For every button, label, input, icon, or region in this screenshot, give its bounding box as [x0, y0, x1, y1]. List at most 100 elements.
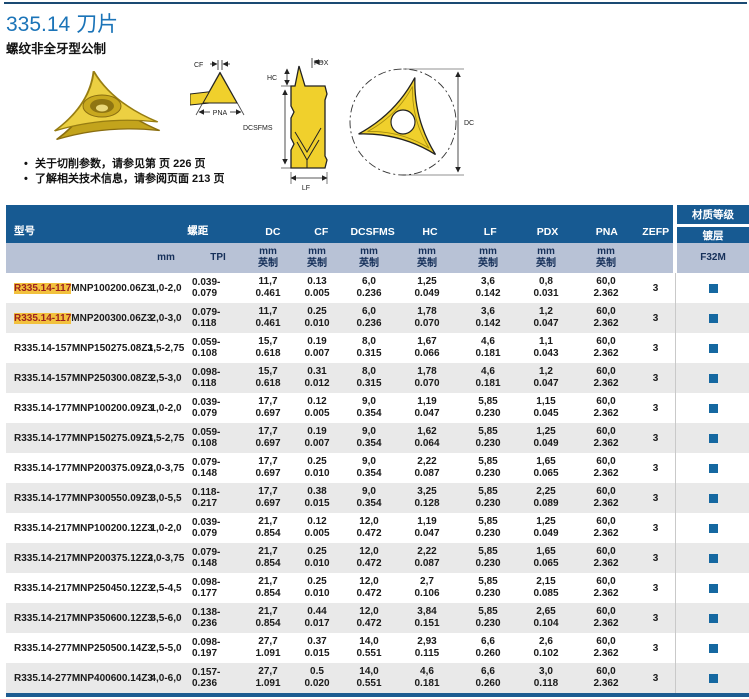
value-inch: 0.230 — [475, 468, 501, 479]
lf-cell: 5,85 0.230 — [458, 603, 518, 633]
model-prefix: R335.14-277 — [14, 642, 72, 654]
table-units-row: mm TPI mm 英制 mm 英制 mm 英制 mm 英制 mm 英制 mm 英制 mm 英… — [6, 243, 749, 273]
pdx-cell: 1,25 0.049 — [518, 423, 574, 453]
cf-cell: 0.44 0.017 — [292, 603, 342, 633]
model-suffix: MNP400600.14Z3 — [71, 672, 153, 684]
unit-empty-zefp — [638, 243, 673, 273]
pitch-tpi-cell: 0.079-0.148 — [192, 547, 221, 569]
pitch-mm-cell: 4,0-6,0 — [150, 672, 182, 684]
pna-cell: 60,0 2.362 — [574, 573, 638, 603]
value-mm: 3,25 — [417, 486, 437, 497]
value-inch: 0.007 — [304, 438, 330, 449]
value-mm: 60,0 — [596, 516, 616, 527]
value-mm: 3,84 — [417, 606, 437, 617]
model-prefix: R335.14-177 — [14, 492, 72, 504]
pdx-cell: 1,2 0.047 — [518, 363, 574, 393]
value-mm: 12,0 — [359, 516, 379, 527]
cf-cell: 0.13 0.005 — [292, 273, 342, 303]
cf-cell: 0.25 0.010 — [292, 453, 342, 483]
value-inch: 2.362 — [593, 618, 619, 629]
value-mm: 14,0 — [359, 636, 379, 647]
pna-cell: 60,0 2.362 — [574, 483, 638, 513]
value-inch: 0.104 — [533, 618, 559, 629]
pna-cell: 60,0 2.362 — [574, 513, 638, 543]
zefp-cell: 3 — [652, 492, 659, 504]
zefp-cell: 3 — [652, 582, 659, 594]
pdx-cell: 2,6 0.102 — [518, 633, 574, 663]
value-inch: 0.010 — [304, 318, 330, 329]
dcsfms-cell: 8,0 0.315 — [342, 363, 396, 393]
hc-cell: 2,22 0.087 — [396, 453, 458, 483]
pitch-tpi-cell: 0.039-0.079 — [192, 517, 221, 539]
table-row: R335.14-117 MNP200300.06Z3 2,0-3,0 0.079-0.… — [6, 303, 749, 333]
value-inch: 0.230 — [475, 498, 501, 509]
table-row: R335.14-157 MNP150275.08Z3 1,5-2,75 0.059-0… — [6, 333, 749, 363]
value-mm: 21,7 — [258, 576, 278, 587]
value-inch: 0.010 — [304, 468, 330, 479]
grade-square — [708, 463, 718, 473]
value-inch: 2.362 — [593, 408, 619, 419]
value-inch: 0.045 — [533, 408, 559, 419]
pdx-cell: 2,65 0.104 — [518, 603, 574, 633]
value-inch: 0.230 — [475, 618, 501, 629]
col-header-pna: PNA — [595, 226, 618, 238]
value-inch: 2.362 — [593, 678, 619, 689]
model-suffix: MNP350600.12Z3 — [71, 612, 153, 624]
value-inch: 0.181 — [475, 378, 501, 389]
value-inch: 2.362 — [593, 468, 619, 479]
pdx-cell: 0,8 0.031 — [518, 273, 574, 303]
side-view-drawing: PDX HC DCSFMS LF — [243, 58, 329, 192]
pdx-cell: 1,15 0.045 — [518, 393, 574, 423]
dcsfms-cell: 9,0 0.354 — [342, 453, 396, 483]
value-inch: 0.230 — [475, 558, 501, 569]
value-inch: 0.854 — [255, 558, 281, 569]
value-inch: 0.047 — [414, 528, 440, 539]
lf-cell: 5,85 0.230 — [458, 423, 518, 453]
value-inch: 0.472 — [356, 618, 382, 629]
grade-cell — [677, 273, 749, 303]
model-prefix: R335.14-177 — [14, 432, 72, 444]
lf-cell: 5,85 0.230 — [458, 543, 518, 573]
table-body: R335.14-117 MNP100200.06Z3 1,0-2,0 0.039-0.… — [6, 273, 749, 693]
value-mm: 21,7 — [258, 606, 278, 617]
label-pna: PNA — [213, 110, 228, 117]
value-mm: 27,7 — [258, 636, 278, 647]
value-mm: 8,0 — [362, 366, 376, 377]
lf-cell: 5,85 0.230 — [458, 453, 518, 483]
model-cell: R335.14-117 MNP200300.06Z3 — [6, 303, 152, 333]
hc-cell: 1,19 0.047 — [396, 513, 458, 543]
value-inch: 0.236 — [356, 318, 382, 329]
insert-photo — [53, 70, 161, 141]
label-hc: HC — [267, 75, 277, 82]
value-inch: 0.618 — [255, 378, 281, 389]
cf-cell: 0.37 0.015 — [292, 633, 342, 663]
notes-list: 关于切削参数，请参见第 页 226 页 了解相关技术信息，请参阅页面 213 页 — [24, 157, 224, 187]
value-inch: 0.043 — [533, 348, 559, 359]
dc-cell: 21,7 0.854 — [244, 543, 292, 573]
pitch-tpi-cell: 0.098-0.197 — [192, 637, 221, 659]
zefp-cell: 3 — [652, 432, 659, 444]
label-dc: DC — [464, 120, 474, 127]
value-inch: 0.065 — [533, 468, 559, 479]
value-inch: 0.181 — [414, 678, 440, 689]
value-inch: 0.010 — [304, 558, 330, 569]
value-inch: 0.315 — [356, 348, 382, 359]
label-dcsfms: DCSFMS — [243, 125, 273, 132]
pna-cell: 60,0 2.362 — [574, 603, 638, 633]
value-mm: 1,78 — [417, 306, 437, 317]
hc-cell: 1,78 0.070 — [396, 363, 458, 393]
zefp-cell: 3 — [652, 462, 659, 474]
model-suffix: MNP100200.12Z3 — [71, 522, 153, 534]
pna-cell: 60,0 2.362 — [574, 363, 638, 393]
table-row: R335.14-177 MNP150275.09Z3 1,5-2,75 0.059-0… — [6, 423, 749, 453]
dc-cell: 11,7 0.461 — [244, 303, 292, 333]
value-inch: 0.049 — [533, 528, 559, 539]
value-inch: 0.031 — [533, 288, 559, 299]
value-mm: 60,0 — [596, 426, 616, 437]
value-mm: 1,19 — [417, 516, 437, 527]
pitch-mm-cell: 1,0-2,0 — [150, 402, 182, 414]
lf-cell: 3,6 0.142 — [458, 303, 518, 333]
cf-cell: 0.19 0.007 — [292, 423, 342, 453]
grade-square — [708, 523, 718, 533]
